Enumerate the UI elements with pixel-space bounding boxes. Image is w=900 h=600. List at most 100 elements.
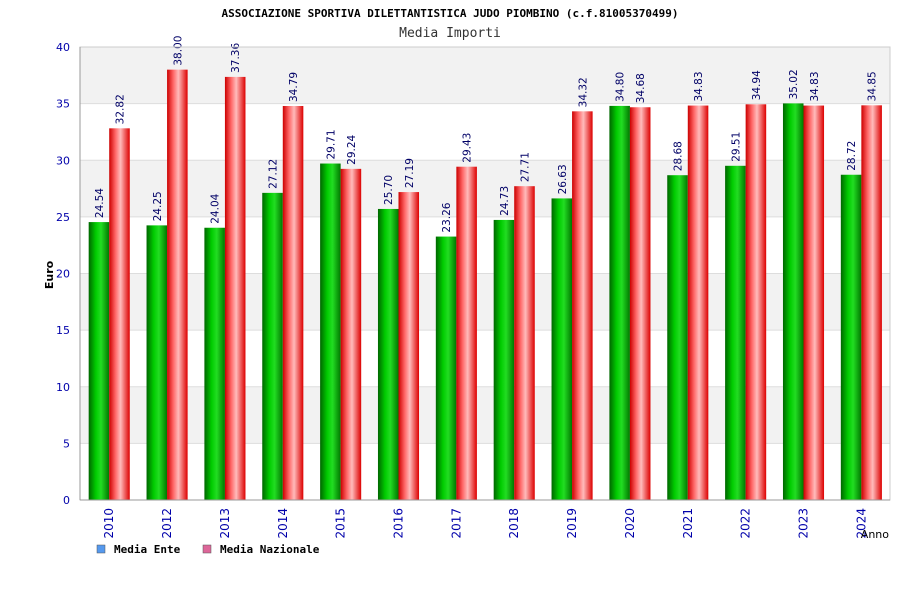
bar-media-ente [377, 208, 399, 500]
bar-media-ente [551, 198, 573, 500]
bars-group [88, 69, 882, 501]
bar-value-label: 25.70 [383, 175, 395, 205]
bar-media-nazionale [398, 192, 420, 501]
x-tick-label: 2024 [854, 508, 868, 539]
legend: Media Ente Media Nazionale [96, 543, 320, 556]
x-tick-label: 2015 [334, 508, 348, 539]
bar-media-nazionale [109, 128, 130, 500]
x-tick-label: 2021 [681, 508, 695, 539]
bar-value-label: 24.54 [94, 188, 106, 218]
plot-band [80, 330, 890, 387]
plot-band [80, 386, 890, 444]
bar-value-label: 27.19 [404, 158, 416, 188]
plot-band [80, 273, 890, 331]
bar-value-label: 34.79 [288, 72, 300, 102]
bar-media-nazionale [803, 105, 825, 501]
bar-media-ente [667, 175, 688, 500]
bar-media-ente [204, 227, 225, 500]
plot-band [80, 443, 890, 500]
axes [79, 46, 891, 501]
x-tick-label: 2013 [218, 508, 232, 539]
bar-media-ente [782, 103, 804, 500]
bar-value-label: 38.00 [172, 36, 184, 66]
y-tick-label: 15 [56, 324, 70, 337]
bar-media-nazionale [572, 111, 593, 501]
bar-value-label: 34.85 [867, 71, 879, 101]
legend-swatch-media-nazionale [202, 544, 212, 554]
plot-band [80, 103, 890, 161]
bar-value-label: 23.26 [441, 202, 453, 232]
x-tick-label: 2019 [565, 508, 579, 539]
x-tick-label: 2023 [797, 508, 811, 539]
bar-media-nazionale [224, 76, 246, 500]
bar-value-label: 29.43 [462, 133, 474, 163]
bar-media-nazionale [167, 69, 188, 501]
bar-media-nazionale [340, 168, 362, 500]
bar-value-label: 24.25 [152, 191, 164, 221]
bar-value-label: 32.82 [114, 94, 126, 124]
x-tick-label: 2014 [276, 508, 290, 539]
y-tick-label: 25 [56, 211, 70, 224]
x-tick-label: 2022 [739, 508, 753, 539]
y-tick-label: 20 [56, 268, 70, 281]
bar-media-ente [320, 163, 341, 501]
bar-labels-group: 24.54 32.82 24.25 38.00 24.04 37.36 27.12 34.79… [94, 36, 879, 233]
bar-value-label: 34.94 [751, 70, 763, 100]
x-tick-label: 2010 [102, 508, 116, 539]
y-tick-label: 5 [63, 437, 70, 450]
x-tick-label: 2016 [392, 508, 406, 539]
y-tick-label: 30 [56, 154, 70, 167]
bar-value-label: 28.68 [673, 141, 685, 171]
bar-media-nazionale [456, 166, 477, 500]
bar-media-nazionale [745, 104, 767, 500]
bar-value-label: 29.51 [730, 132, 742, 162]
bar-value-label: 29.71 [325, 129, 337, 159]
bar-media-nazionale [687, 105, 709, 501]
legend-label-media-ente: Media Ente [114, 543, 181, 556]
bar-media-ente [88, 222, 110, 500]
bar-media-ente [435, 236, 457, 500]
bar-value-label: 27.12 [268, 159, 280, 189]
bar-media-ente [725, 165, 746, 500]
bar-media-ente [493, 219, 515, 501]
bar-value-label: 34.80 [615, 72, 627, 102]
x-tick-label: 2018 [507, 508, 521, 539]
bar-value-label: 34.68 [635, 73, 647, 103]
chart-title: ASSOCIAZIONE SPORTIVA DILETTANTISTICA JU… [222, 7, 679, 20]
x-tick-label: 2017 [449, 508, 463, 539]
bar-media-ente [840, 174, 862, 500]
bar-media-nazionale [629, 107, 651, 501]
plot-band [80, 160, 890, 217]
y-tick-label: 35 [56, 98, 70, 111]
bar-media-ente [146, 225, 168, 500]
plot-band [80, 216, 890, 274]
x-axis-label: Anno [861, 528, 889, 541]
bar-value-label: 27.71 [519, 152, 531, 182]
bar-value-label: 26.63 [557, 164, 569, 194]
y-tick-label: 40 [56, 41, 70, 54]
y-axis-label: Euro [43, 260, 56, 289]
bar-value-label: 34.32 [577, 77, 589, 107]
bar-media-nazionale [861, 105, 882, 500]
x-tick-label: 2020 [623, 508, 637, 539]
x-tick-label: 2012 [160, 508, 174, 539]
bar-value-label: 34.83 [693, 71, 705, 101]
bar-media-nazionale [282, 106, 304, 501]
y-axis-ticks: 0 5 10 15 20 25 30 35 40 [56, 41, 70, 507]
bar-value-label: 24.04 [210, 193, 222, 223]
legend-label-media-nazionale: Media Nazionale [220, 543, 320, 556]
bar-value-label: 29.24 [346, 134, 358, 164]
y-tick-label: 0 [63, 494, 70, 507]
bar-media-ente [609, 105, 630, 500]
bar-value-label: 35.02 [788, 69, 800, 99]
bar-value-label: 24.73 [499, 186, 511, 216]
bar-value-label: 37.36 [230, 43, 242, 73]
y-tick-label: 10 [56, 381, 70, 394]
legend-swatch-media-ente [96, 544, 106, 554]
bar-value-label: 28.72 [846, 141, 858, 171]
x-axis-ticks: 2010 2012 2013 2014 2015 2016 2017 2018 2019 2020… [102, 508, 868, 539]
bar-value-label: 34.83 [809, 71, 821, 101]
bar-media-nazionale [514, 186, 535, 500]
bar-media-ente [262, 192, 283, 500]
